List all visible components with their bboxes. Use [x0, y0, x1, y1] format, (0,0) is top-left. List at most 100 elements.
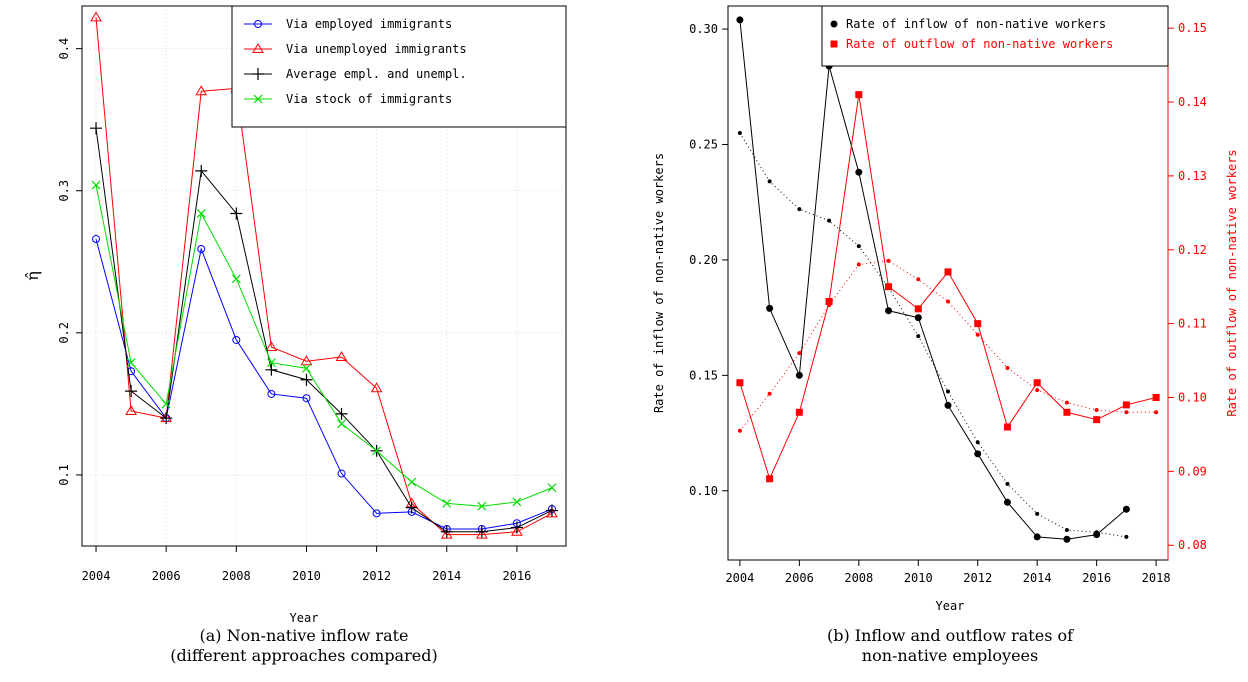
series-rate-of-outflow-of-non-native-workers-trend-point	[856, 262, 861, 267]
chart-a-x-tick-label: 2006	[152, 569, 181, 583]
series-via-stock-of-immigrants-point	[477, 501, 487, 511]
chart-b-y-tick-label-left: 0.15	[689, 368, 718, 382]
chart-b-y-tick-label-right: 0.09	[1178, 464, 1207, 478]
legend-rate-of-inflow-of-non-native-workers-label: Rate of inflow of non-native workers	[846, 17, 1106, 31]
series-via-employed-immigrants-line	[95, 238, 553, 530]
series-rate-of-inflow-of-non-native-workers-point	[1033, 533, 1041, 541]
series-rate-of-inflow-of-non-native-workers-point	[974, 450, 982, 458]
series-via-stock-of-immigrants-point	[512, 497, 522, 507]
series-rate-of-inflow-of-non-native-workers-trend-point	[946, 389, 950, 394]
chart-b-x-tick-label: 2016	[1082, 571, 1111, 585]
series-rate-of-outflow-of-non-native-workers-point	[1033, 379, 1041, 387]
chart-b-y-axis-label-left: Rate of inflow of non-native workers	[652, 153, 666, 413]
chart-a-y-ticks: 0.1 0.2 0.3 0.4	[57, 38, 82, 486]
series-via-unemployed-immigrants-point	[440, 528, 453, 539]
legend-via-unemployed-immigrants-label: Via unemployed immigrants	[286, 42, 467, 56]
series-rate-of-inflow-of-non-native-workers-point	[795, 371, 803, 379]
series-rate-of-outflow-of-non-native-workers-point	[1152, 393, 1160, 401]
series-rate-of-inflow-of-non-native-workers-trend-point	[1035, 511, 1040, 516]
series-via-stock-of-immigrants-point	[337, 419, 346, 429]
series-rate-of-outflow-of-non-native-workers-point	[795, 408, 803, 416]
series-rate-of-inflow-of-non-native-workers-trend-point	[1005, 481, 1010, 486]
chart-a-caption-line-2: (different approaches compared)	[170, 646, 437, 665]
series-rate-of-outflow-of-non-native-workers-point	[1063, 408, 1071, 416]
series-rate-of-inflow-of-non-native-workers-trend-point	[1064, 527, 1069, 532]
series-via-employed-immigrants-point	[232, 335, 241, 344]
series-via-employed-immigrants-point	[267, 389, 276, 398]
chart-b-x-tick-label: 2014	[1023, 571, 1052, 585]
legend-average-empl-and-unempl-label: Average empl. and unempl.	[286, 67, 467, 81]
legend-average-empl-and-unempl-marker	[252, 68, 264, 80]
chart-b-y-tick-label-right: 0.15	[1178, 21, 1207, 35]
series-rate-of-outflow-of-non-native-workers-trend-point	[1005, 365, 1010, 370]
series-rate-of-outflow-of-non-native-workers-point	[914, 305, 922, 313]
series-average-empl-and-unempl-point	[440, 525, 453, 538]
series-rate-of-inflow-of-non-native-workers-point	[885, 307, 893, 315]
chart-a-y-tick-label: 0.1	[57, 464, 71, 486]
chart-b-y-tick-label-right: 0.14	[1178, 95, 1207, 109]
series-via-unemployed-immigrants-point	[125, 405, 137, 415]
series-rate-of-inflow-of-non-native-workers-point	[1003, 498, 1011, 506]
series-via-employed-immigrants-point	[372, 509, 381, 518]
series-via-stock-of-immigrants-line	[95, 184, 553, 507]
series-average-empl-and-unempl-point	[335, 407, 348, 420]
chart-b-y-tick-label-right: 0.12	[1178, 243, 1207, 257]
chart-a-x-axis-label: Year	[290, 611, 319, 625]
chart-a-y-tick-label: 0.4	[57, 38, 71, 60]
legend-via-stock-of-immigrants-label: Via stock of immigrants	[286, 92, 452, 106]
series-average-empl-and-unempl-point	[510, 521, 523, 534]
series-via-unemployed-immigrants-point	[90, 11, 102, 22]
series-rate-of-inflow-of-non-native-workers-trend-point	[856, 244, 861, 249]
chart-b-plot-frame	[727, 5, 1169, 561]
legend-via-unemployed-immigrants-marker	[252, 43, 264, 53]
chart-b-y-axis-label-right: Rate of outflow of non-native workers	[1225, 149, 1239, 416]
chart-a-y-tick-label: 0.3	[57, 180, 71, 202]
series-rate-of-outflow-of-non-native-workers-point	[825, 297, 833, 305]
series-rate-of-outflow-of-non-native-workers-point	[944, 268, 952, 276]
chart-b-x-tick-label: 2004	[725, 571, 754, 585]
series-average-empl-and-unempl-point	[230, 207, 243, 220]
legend-via-stock-of-immigrants-marker	[253, 94, 263, 104]
series-rate-of-inflow-of-non-native-workers-point	[944, 401, 952, 409]
series-rate-of-inflow-of-non-native-workers-point	[766, 304, 774, 312]
chart-b-x-tick-label: 2018	[1142, 571, 1171, 585]
series-average-empl-and-unempl-point	[265, 363, 278, 376]
chart-b-y-tick-label-right: 0.10	[1178, 390, 1207, 404]
series-rate-of-outflow-of-non-native-workers-point	[855, 91, 863, 99]
chart-b-x-tick-label: 2012	[963, 571, 992, 585]
series-rate-of-inflow-of-non-native-workers-point	[855, 168, 863, 176]
series-via-stock-of-immigrants-point	[547, 483, 557, 493]
series-via-employed-immigrants-point	[92, 235, 101, 244]
chart-b-y-tick-label-left: 0.10	[689, 484, 718, 498]
chart-b-caption-line-2: non-native employees	[862, 646, 1038, 665]
series-rate-of-outflow-of-non-native-workers-point	[736, 379, 744, 387]
chart-b-legend-box	[821, 5, 1169, 67]
chart-b-y-tick-label-right: 0.11	[1178, 317, 1207, 331]
series-average-empl-and-unempl-point	[160, 412, 173, 425]
series-rate-of-outflow-of-non-native-workers-trend-point	[946, 299, 950, 304]
series-via-stock-of-immigrants-point	[442, 498, 452, 508]
series-rate-of-inflow-of-non-native-workers-point	[1093, 531, 1101, 539]
series-rate-of-outflow-of-non-native-workers-trend-point	[886, 258, 891, 263]
series-rate-of-outflow-of-non-native-workers-trend-line	[739, 260, 1157, 432]
chart-a-y-axis-label: η̂	[23, 271, 42, 281]
chart-b: 2004 2006 2008 2010 2012 2014 2016 2018 0.100.1…	[652, 5, 1239, 665]
series-rate-of-outflow-of-non-native-workers-point	[1093, 416, 1101, 424]
series-rate-of-inflow-of-non-native-workers-trend-point	[916, 334, 921, 339]
series-rate-of-inflow-of-non-native-workers-point	[914, 314, 922, 322]
series-rate-of-outflow-of-non-native-workers-trend-point	[1064, 400, 1069, 405]
series-rate-of-outflow-of-non-native-workers-trend-point	[1035, 388, 1040, 393]
chart-a-caption-line-1: (a) Non-native inflow rate	[199, 626, 408, 645]
chart-a-grid	[82, 6, 566, 546]
series-average-empl-and-unempl-point	[300, 373, 313, 386]
series-average-empl-and-unempl-point	[475, 525, 488, 538]
chart-a-x-tick-label: 2016	[502, 569, 531, 583]
series-via-unemployed-immigrants-point	[195, 85, 208, 96]
series-rate-of-inflow-of-non-native-workers-trend-point	[975, 440, 980, 445]
series-via-employed-immigrants-point	[337, 469, 346, 478]
chart-b-x-ticks: 2004 2006 2008 2010 2012 2014 2016 2018	[725, 560, 1171, 585]
series-via-unemployed-immigrants-point	[475, 528, 488, 539]
series-rate-of-inflow-of-non-native-workers-point	[736, 16, 744, 24]
chart-b-y-tick-label-left: 0.30	[689, 22, 718, 36]
series-average-empl-and-unempl-point	[90, 122, 103, 135]
